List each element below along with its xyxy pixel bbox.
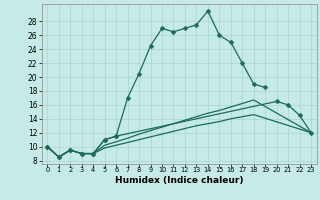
X-axis label: Humidex (Indice chaleur): Humidex (Indice chaleur) — [115, 176, 244, 185]
